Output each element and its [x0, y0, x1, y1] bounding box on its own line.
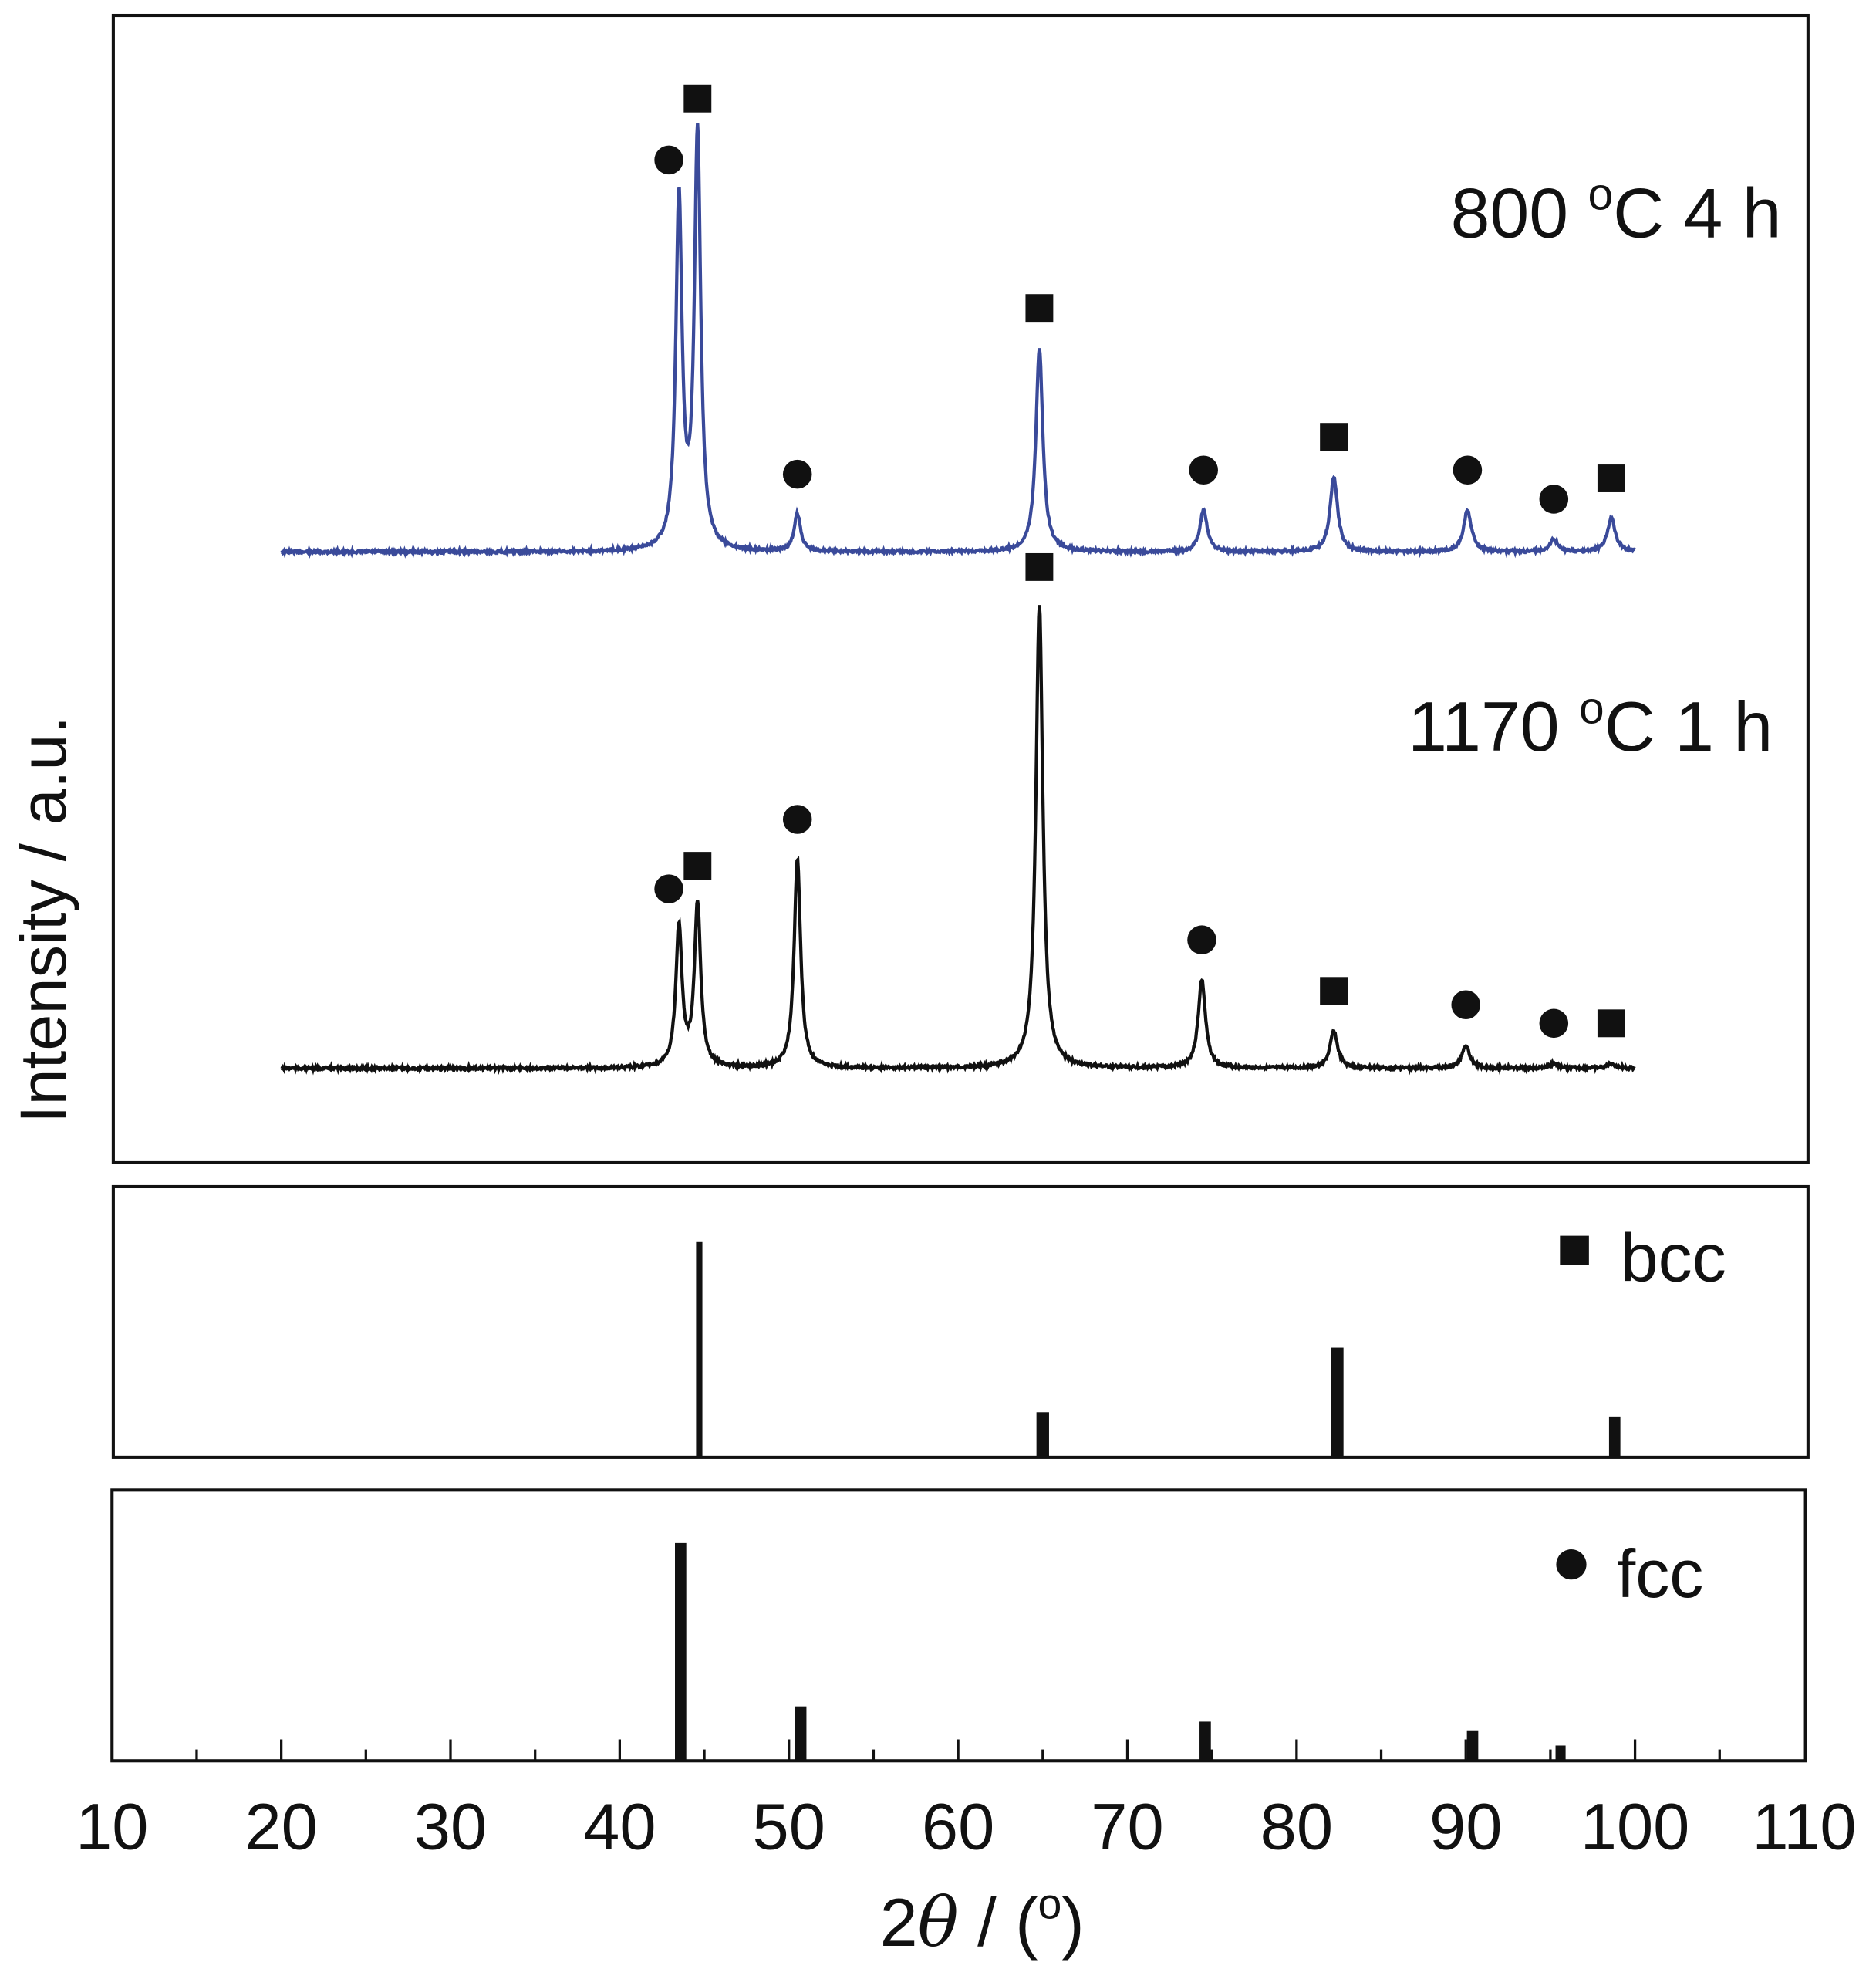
bcc-peak-square-marker	[1597, 464, 1625, 492]
fcc-peak-circle-marker	[1539, 485, 1569, 514]
legend-bcc-label: bcc	[1621, 1219, 1726, 1295]
fcc-peak-circle-marker	[782, 459, 812, 489]
bcc-peak-square-marker	[1025, 294, 1054, 323]
fcc-peak-circle-marker	[654, 874, 683, 903]
bcc-peak-square-marker	[1320, 977, 1348, 1005]
bcc-reference-line	[696, 1241, 703, 1457]
y-axis-label: Intensity / a.u.	[6, 716, 79, 1123]
x-tick-label: 110	[1752, 1790, 1856, 1863]
legend-bcc-square-marker	[1560, 1235, 1589, 1265]
bcc-peak-square-marker	[1597, 1009, 1625, 1038]
x-tick-label: 20	[245, 1790, 317, 1863]
bcc-reference-line	[1331, 1347, 1344, 1457]
fcc-reference-line	[675, 1542, 687, 1761]
bcc-peak-square-marker	[683, 84, 712, 113]
fcc-peak-circle-marker	[1539, 1008, 1569, 1039]
fcc-peak-circle-marker	[1453, 455, 1483, 485]
fcc-panel-frame	[110, 1488, 1807, 1763]
bcc-peak-square-marker	[1025, 552, 1054, 581]
fcc-reference-line	[1199, 1721, 1211, 1761]
fcc-reference-line	[1555, 1745, 1566, 1761]
bcc-panel-frame	[111, 1184, 1810, 1459]
bcc-peak-square-marker	[1320, 423, 1348, 451]
x-tick-label: 90	[1429, 1790, 1502, 1863]
x-tick-label: 80	[1260, 1790, 1333, 1863]
x-tick-label: 10	[76, 1790, 148, 1863]
x-tick-label: 30	[414, 1790, 487, 1863]
x-axis-label: 2θ / (o)	[880, 1880, 1085, 1962]
x-tick-label: 50	[753, 1790, 825, 1863]
fcc-peak-circle-marker	[1187, 925, 1216, 954]
fcc-reference-line	[1466, 1730, 1479, 1761]
main-panel-frame	[111, 13, 1810, 1164]
fcc-peak-circle-marker	[1451, 990, 1480, 1020]
series-line-1	[280, 605, 1636, 1076]
bcc-reference-line	[1608, 1416, 1621, 1457]
x-axis-ticks	[195, 1739, 1721, 1761]
series-label-1170: 1170 oC 1 h	[1408, 683, 1773, 766]
x-axis-tick-labels: 10 20 30 40 50 60 70 80 90 100 110	[76, 1790, 1857, 1863]
series-label-800: 800 oC 4 h	[1451, 169, 1782, 252]
fcc-peak-circle-marker	[654, 145, 683, 175]
fcc-reference-line	[795, 1706, 807, 1761]
legend-fcc-circle-marker	[1556, 1549, 1587, 1580]
legend-fcc-label: fcc	[1617, 1535, 1704, 1612]
fcc-peak-circle-marker	[782, 805, 812, 834]
series-line-0	[280, 123, 1637, 559]
fcc-peak-circle-marker	[1189, 455, 1218, 485]
x-tick-label: 60	[922, 1790, 994, 1863]
bcc-peak-square-marker	[683, 852, 712, 880]
bcc-reference-line	[1036, 1412, 1049, 1457]
x-tick-label: 40	[583, 1790, 656, 1863]
x-tick-label: 70	[1091, 1790, 1163, 1863]
x-tick-label: 100	[1581, 1790, 1690, 1863]
